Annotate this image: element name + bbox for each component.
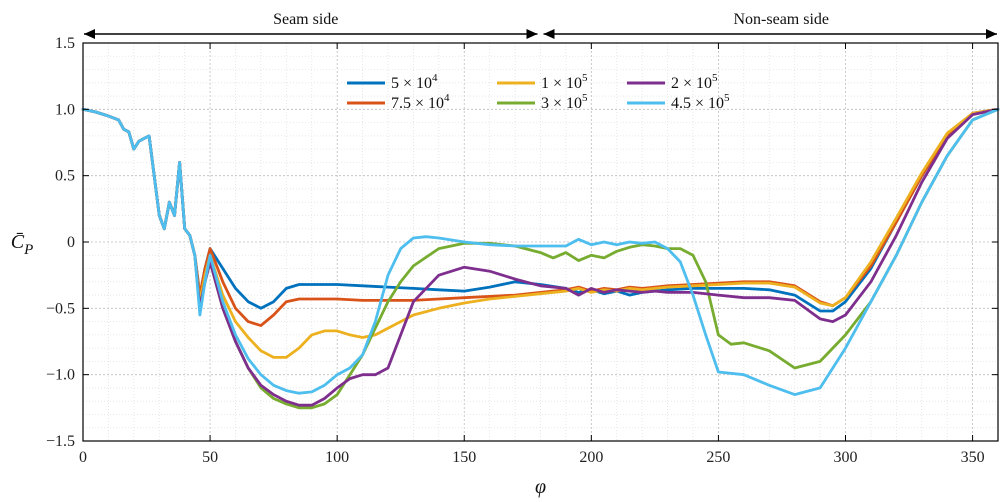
legend-label: 5 × 104 [391, 72, 438, 92]
y-tick-label: 1.0 [55, 101, 75, 118]
x-tick-label: 200 [579, 449, 603, 466]
legend-item: 5 × 104 [347, 72, 438, 92]
legend-item: 1 × 105 [497, 72, 588, 92]
seam-annotation: Seam side Non-seam side [84, 11, 997, 39]
legend-label: 4.5 × 105 [671, 92, 730, 112]
y-tick-label: 1.5 [55, 35, 75, 52]
y-tick-label: 0.5 [55, 168, 75, 185]
series-lines [81, 107, 1000, 410]
arrow-head [986, 29, 997, 39]
legend-label: 1 × 105 [541, 72, 588, 92]
x-tick-label: 100 [325, 449, 349, 466]
y-tick-label: −1.5 [46, 433, 75, 450]
x-tick-label: 0 [79, 449, 87, 466]
legend-item: 2 × 105 [627, 72, 718, 92]
non-seam-side-label: Non-seam side [733, 11, 829, 28]
legend-label: 7.5 × 104 [391, 92, 450, 112]
x-tick-label: 350 [961, 449, 985, 466]
x-tick-label: 150 [452, 449, 476, 466]
arrow-head [526, 29, 538, 39]
legend-label: 3 × 105 [541, 92, 588, 112]
y-tick-label: −0.5 [46, 300, 75, 317]
seam-side-label: Seam side [273, 11, 338, 28]
legend-item: 3 × 105 [497, 92, 588, 112]
axis-ticks: 0 50 100 150 200 250 300 350 −1.5 −1.0 −0.5 0 0.5 1.0… [46, 35, 998, 466]
legend-item: 4.5 × 105 [627, 92, 730, 112]
x-tick-label: 300 [834, 449, 858, 466]
x-tick-label: 50 [202, 449, 218, 466]
y-tick-label: −1.0 [46, 367, 75, 384]
x-tick-label: 250 [706, 449, 730, 466]
legend-item: 7.5 × 104 [347, 92, 450, 112]
legend-label: 2 × 105 [671, 72, 718, 92]
series-line [81, 107, 1000, 397]
arrow-head [543, 29, 555, 39]
x-axis-label: φ [535, 476, 546, 498]
arrow-head [84, 29, 95, 39]
series-line [81, 107, 1000, 407]
y-tick-label: 0 [67, 234, 75, 251]
y-axis-label: C̄P [11, 231, 34, 258]
